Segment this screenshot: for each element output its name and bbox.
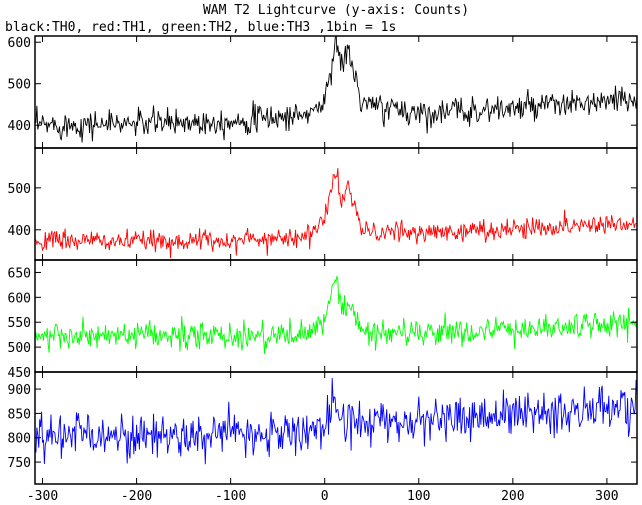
series-line-th1 [35,168,637,259]
y-tick-label: 400 [8,119,31,134]
x-tick-label: 200 [501,489,524,504]
chart-title: WAM T2 Lightcurve (y-axis: Counts) [203,3,469,18]
panel-frame [34,147,638,261]
panel-th3: 750 800 850 900 [8,371,638,485]
y-tick-label: 800 [8,432,31,447]
series-line-th3 [35,377,637,465]
x-axis-ticks: -300 -200 -100 0 100 200 300 [27,489,619,504]
y-tick-label: 500 [8,78,31,93]
panel-frame [34,259,638,373]
x-tick-label: 300 [595,489,618,504]
y-tick-label: 400 [8,224,31,239]
y-tick-label: 500 [8,341,31,356]
y-tick-label: 750 [8,456,31,471]
chart-subtitle: black:TH0, red:TH1, green:TH2, blue:TH3 … [5,20,396,35]
series-line-th0 [35,36,637,143]
y-tick-label: 650 [8,266,31,281]
x-tick-label: 0 [321,489,329,504]
y-tick-label: 500 [8,182,31,197]
panel-th2: 450 500 550 600 650 [8,259,638,381]
panel-th1: 400 500 [8,147,638,261]
x-tick-label: 100 [407,489,430,504]
y-tick-label: 450 [8,366,31,381]
panel-frame [34,35,638,149]
series-line-th2 [35,275,637,354]
x-tick-label: -100 [215,489,246,504]
panel-th0: 400 500 600 [8,35,638,149]
y-tick-label: 850 [8,407,31,422]
y-tick-label: 550 [8,316,31,331]
y-tick-label: 900 [8,383,31,398]
x-tick-label: -200 [121,489,152,504]
panels-group: 400 500 600 400 500 450 500 550 600 650 750 800 850 9… [8,35,638,485]
panel-frame [34,371,638,485]
y-tick-label: 600 [8,291,31,306]
y-tick-label: 600 [8,36,31,51]
x-tick-label: -300 [27,489,58,504]
